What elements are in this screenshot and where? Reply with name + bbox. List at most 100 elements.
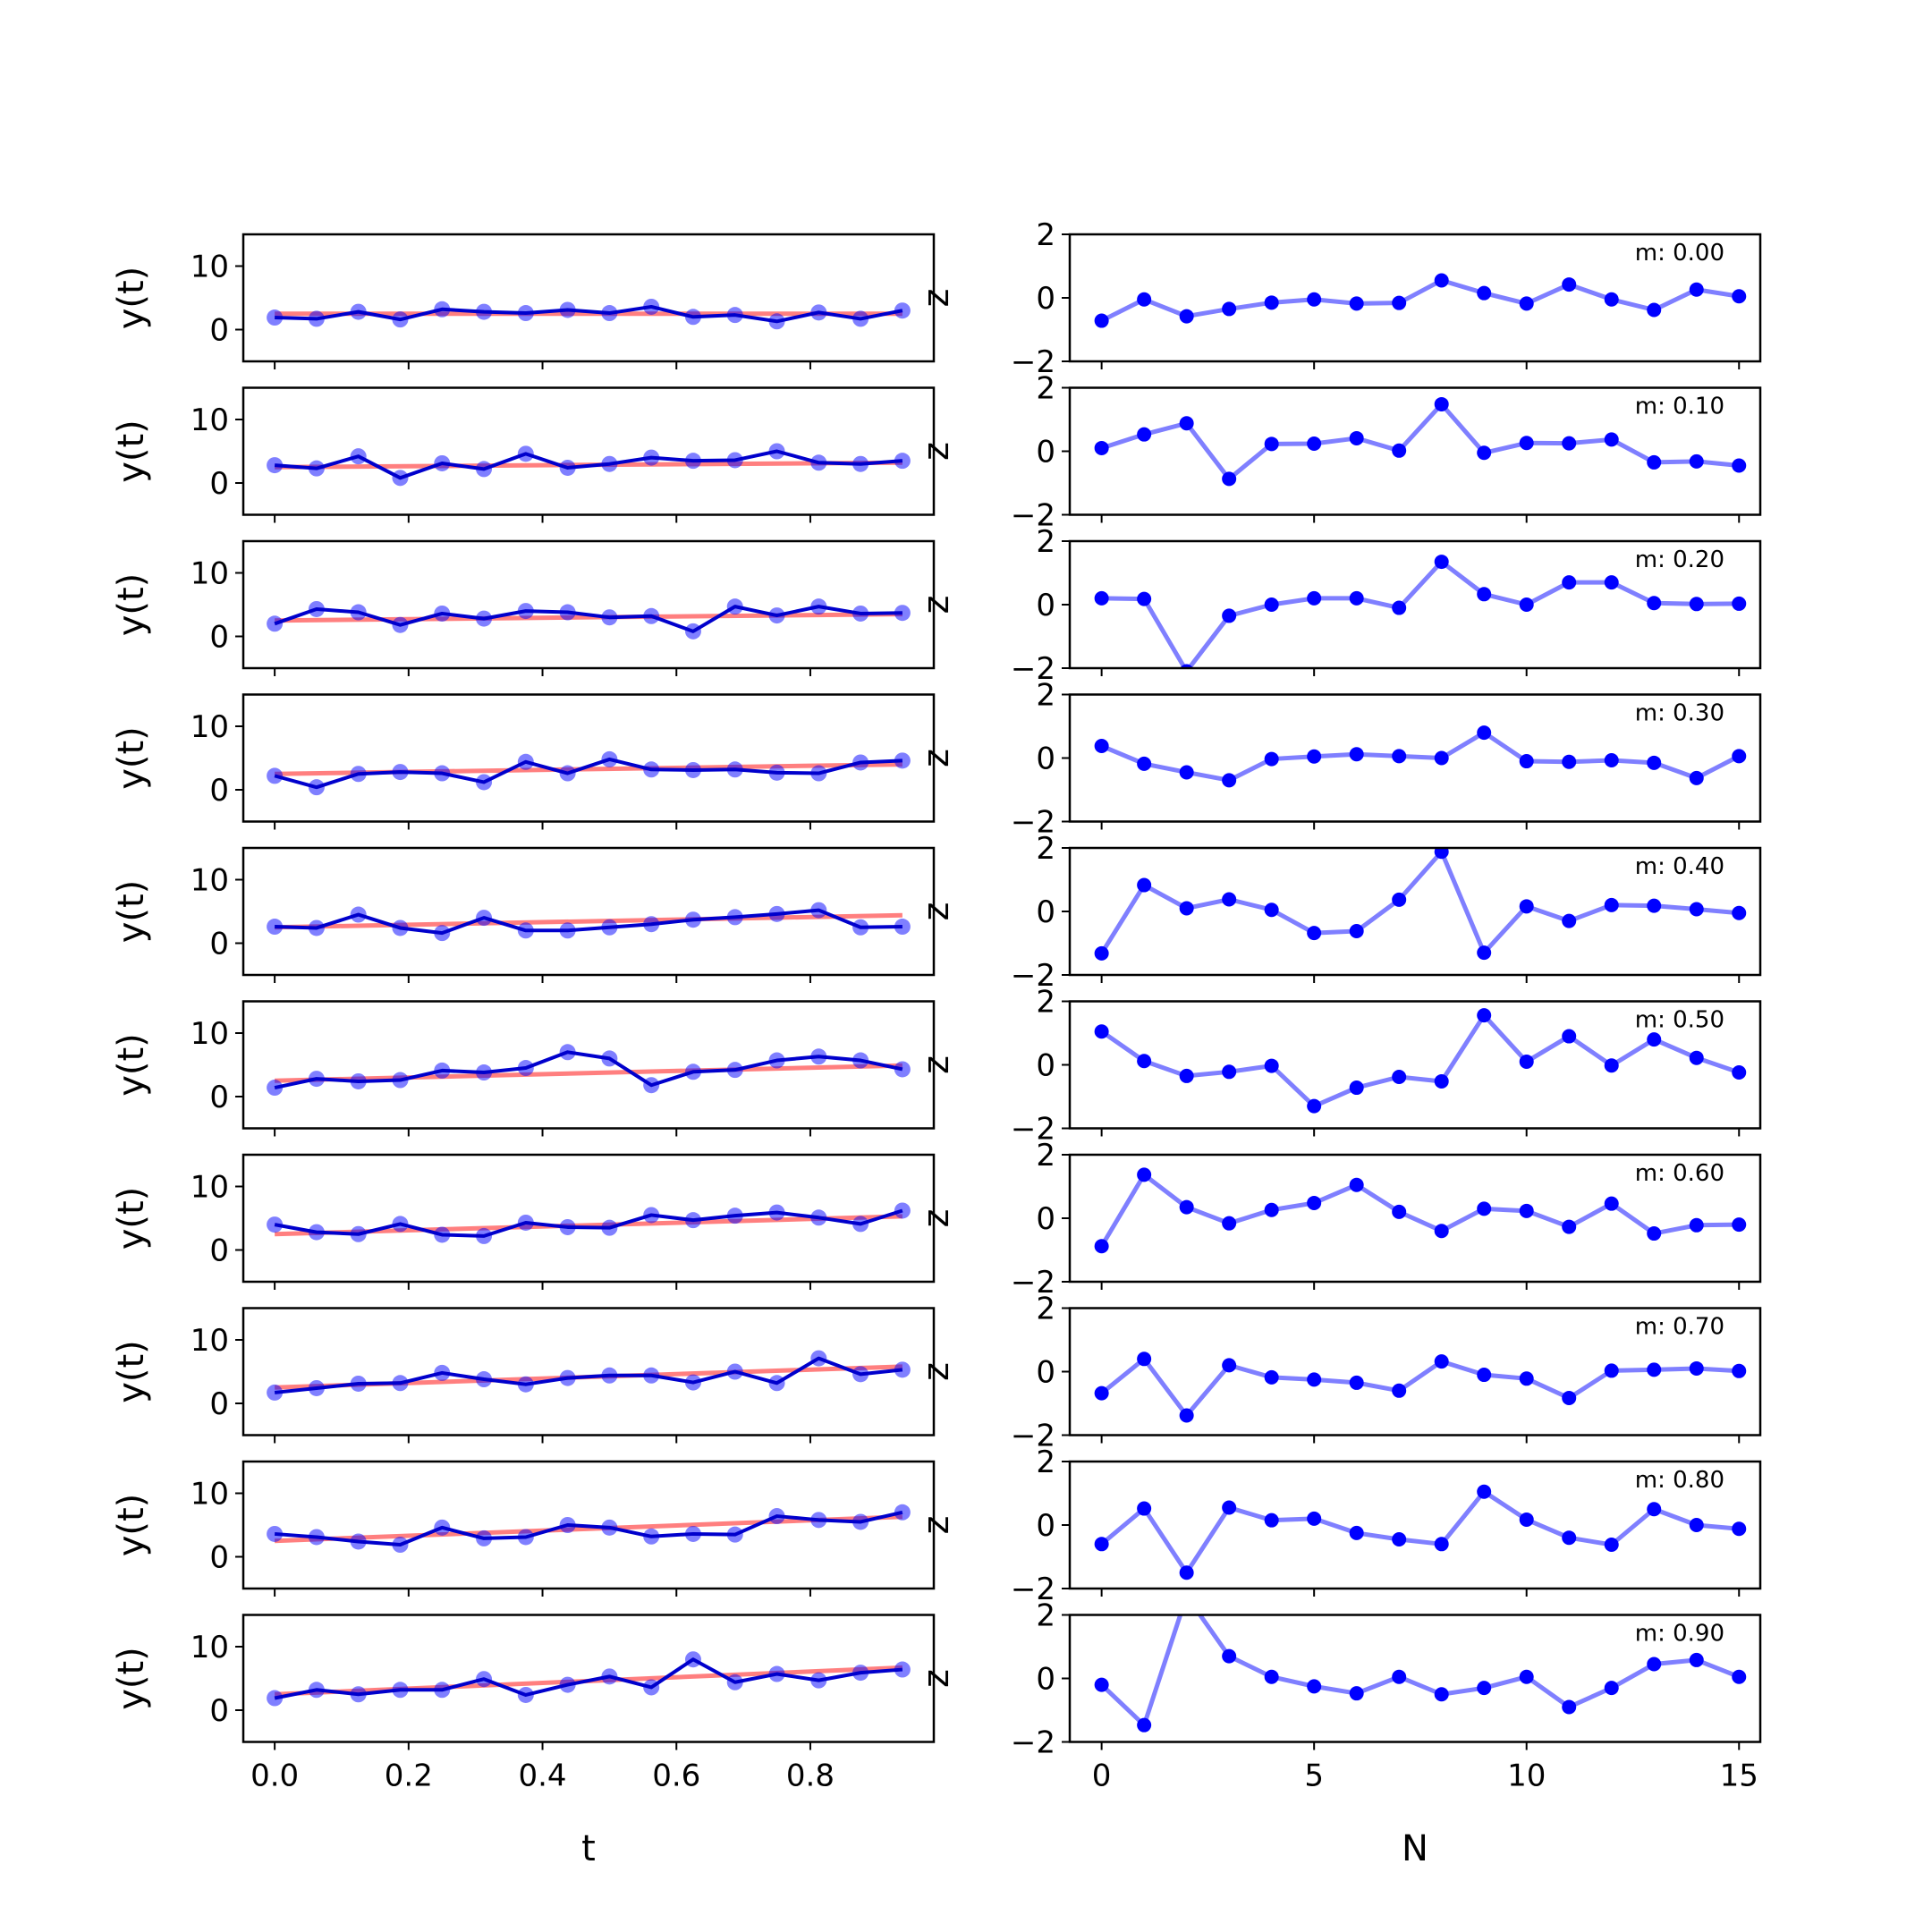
series-point [1604, 1058, 1619, 1073]
series-point [1689, 1360, 1704, 1376]
series-point [1222, 608, 1237, 623]
series-point [1434, 848, 1449, 860]
series-point [1562, 1530, 1577, 1546]
series-point [1307, 926, 1322, 941]
series-point [1519, 899, 1534, 914]
left-panel-0: 0 10 y(t) z [111, 233, 957, 369]
fit-line [275, 1514, 902, 1544]
y-tick-label: 10 [191, 709, 229, 745]
right-panel-6: m: 0.60 −2 0 2 [1011, 1138, 1762, 1301]
series-point [1349, 1177, 1364, 1192]
series-point [1434, 555, 1449, 570]
series-point [1137, 1054, 1152, 1069]
y-axis-label: y(t) [111, 1187, 152, 1250]
series-point [1264, 1369, 1279, 1385]
y-tick-label: −2 [1011, 651, 1055, 687]
x-tick-label: 15 [1720, 1758, 1758, 1794]
y-tick-label: 2 [1036, 831, 1055, 867]
left-axes-frame [242, 233, 936, 363]
right-axis-glyph: z [916, 1055, 957, 1074]
series-point [1179, 1068, 1194, 1083]
x-tick-label: 0.4 [518, 1758, 566, 1794]
y-axis-label: y(t) [111, 726, 152, 790]
series-point [1094, 1677, 1109, 1692]
series-line [1100, 1013, 1741, 1109]
y-axis-label: y(t) [111, 1647, 152, 1710]
series-point [1732, 749, 1747, 764]
series-line [1100, 277, 1740, 323]
series-point [1477, 1368, 1492, 1383]
right-axis-glyph: z [916, 1362, 957, 1381]
series-point [1477, 1681, 1492, 1696]
series-point [1349, 296, 1364, 311]
series-point [1647, 1226, 1662, 1241]
series-point [1179, 765, 1194, 780]
series-point [1562, 754, 1577, 769]
series-point [1434, 750, 1449, 766]
series-point [1094, 945, 1109, 961]
y-tick-label: 0 [209, 1693, 229, 1729]
series-point [1137, 877, 1152, 893]
right-axis-glyph: z [916, 1209, 957, 1228]
series-point [1604, 752, 1619, 767]
series-point [1392, 600, 1407, 615]
series-point [1349, 1525, 1364, 1540]
series-point [1137, 427, 1152, 442]
y-tick-label: 2 [1036, 217, 1055, 253]
right-panel-1: m: 0.10 −2 0 2 [1011, 371, 1762, 534]
series-point [1562, 913, 1577, 928]
series-point [1264, 1202, 1279, 1217]
series-point [1179, 901, 1194, 916]
series-point [1647, 596, 1662, 611]
right-panel-3: m: 0.30 −2 0 2 [1011, 678, 1762, 841]
series-point [1732, 1217, 1747, 1233]
left-panel-7: 0 10 y(t) z [111, 1307, 957, 1444]
y-tick-label: 0 [209, 927, 229, 962]
series-point [1434, 1354, 1449, 1369]
series-point [1647, 1657, 1662, 1672]
y-axis-label: y(t) [111, 419, 152, 483]
series-point [1519, 1203, 1534, 1218]
y-tick-label: 2 [1036, 985, 1055, 1021]
y-tick-label: −2 [1011, 958, 1055, 994]
series-line [1100, 730, 1741, 783]
panel-annotation: m: 0.80 [1635, 1467, 1724, 1494]
y-tick-label: 0 [1036, 1662, 1055, 1698]
series-point [1562, 436, 1577, 451]
data-line [275, 908, 902, 936]
series-point [1477, 1201, 1492, 1216]
series-point [1392, 443, 1407, 458]
y-tick-label: 10 [191, 1323, 229, 1359]
y-tick-label: 10 [191, 863, 229, 899]
series-point [1519, 1512, 1534, 1527]
series-point [1689, 1518, 1704, 1532]
series-point [1647, 302, 1662, 318]
x-tick-label: 0.6 [652, 1758, 700, 1794]
y-tick-label: 2 [1036, 371, 1055, 407]
series-point [1604, 1681, 1619, 1696]
right-axis-glyph: z [916, 442, 957, 461]
x-tick-label: 5 [1304, 1758, 1324, 1794]
x-axis-label-right: N [1402, 1828, 1428, 1869]
y-tick-label: −2 [1011, 1265, 1055, 1301]
series-point [1604, 292, 1619, 307]
right-axis-glyph: z [916, 1669, 957, 1688]
series-point [1222, 1216, 1237, 1231]
series-point [1392, 1069, 1407, 1084]
series-point [1349, 924, 1364, 939]
y-tick-label: 2 [1036, 1292, 1055, 1327]
y-tick-label: 10 [191, 1630, 229, 1665]
y-tick-label: −2 [1011, 344, 1055, 380]
x-tick-label: 0.0 [250, 1758, 299, 1794]
series-point [1519, 1669, 1534, 1684]
series-point [1307, 436, 1322, 451]
y-axis-label: y(t) [111, 267, 152, 330]
left-axes-frame [242, 1000, 936, 1130]
series-point [1264, 436, 1279, 452]
y-tick-label: 0 [209, 313, 229, 349]
series-line [1099, 1172, 1740, 1248]
series-point [1307, 749, 1322, 764]
series-point [1477, 1008, 1492, 1023]
left-panel-1: 0 10 y(t) z [111, 386, 957, 523]
series-point [1604, 1538, 1619, 1553]
